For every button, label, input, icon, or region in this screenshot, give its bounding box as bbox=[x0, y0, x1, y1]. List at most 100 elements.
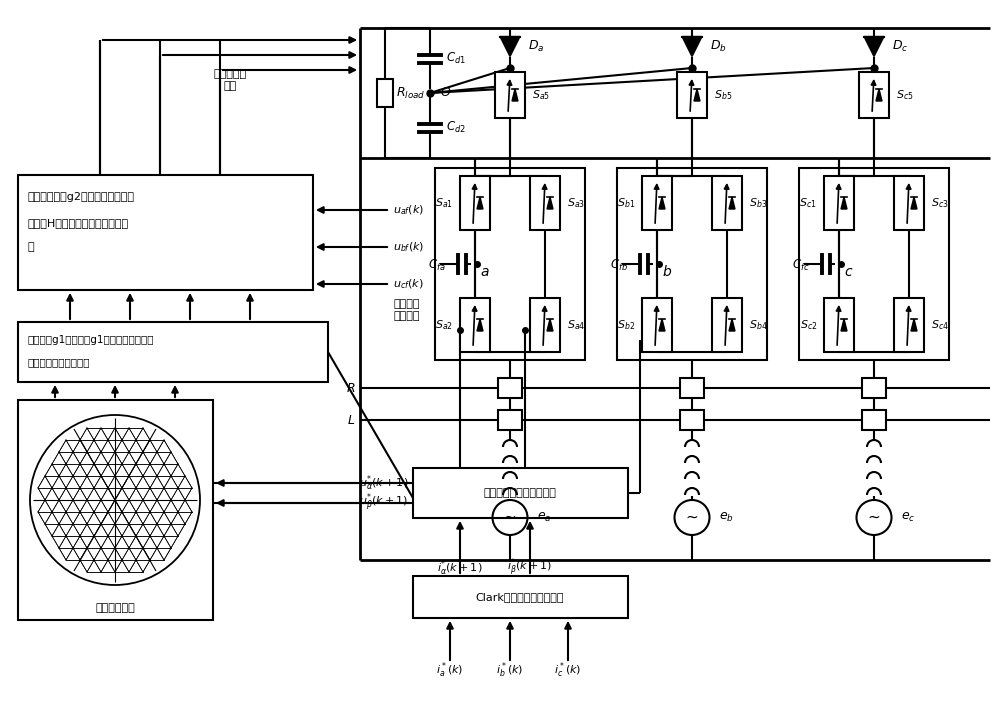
Text: $u_{af}$$(k)$: $u_{af}$$(k)$ bbox=[393, 203, 424, 217]
Polygon shape bbox=[547, 197, 553, 209]
Bar bbox=[680, 378, 704, 398]
Polygon shape bbox=[659, 319, 665, 331]
Text: 具体的开关
状态: 具体的开关 状态 bbox=[213, 69, 247, 91]
Text: $e_c$: $e_c$ bbox=[901, 510, 915, 523]
Bar bbox=[498, 410, 522, 430]
Bar bbox=[642, 176, 672, 230]
Bar bbox=[377, 79, 393, 107]
Text: $S_{c5}$: $S_{c5}$ bbox=[896, 88, 914, 102]
Polygon shape bbox=[682, 37, 702, 57]
Text: $a$: $a$ bbox=[480, 265, 490, 279]
Text: ~: ~ bbox=[868, 510, 880, 525]
Bar bbox=[18, 322, 328, 382]
Polygon shape bbox=[547, 319, 553, 331]
Text: $S_{a3}$: $S_{a3}$ bbox=[567, 196, 585, 210]
Polygon shape bbox=[694, 89, 700, 101]
Bar bbox=[824, 298, 854, 352]
Bar bbox=[712, 298, 742, 352]
Text: $e_a$: $e_a$ bbox=[537, 510, 551, 523]
Text: $c$: $c$ bbox=[844, 265, 854, 279]
Bar bbox=[460, 176, 490, 230]
Polygon shape bbox=[911, 197, 917, 209]
Text: $i_{\alpha}^{*}(k+1)$: $i_{\alpha}^{*}(k+1)$ bbox=[437, 558, 483, 578]
Text: $S_{c1}$: $S_{c1}$ bbox=[799, 196, 817, 210]
Text: $e_b$: $e_b$ bbox=[719, 510, 734, 523]
Text: ~: ~ bbox=[686, 510, 698, 525]
Text: $S_{b5}$: $S_{b5}$ bbox=[714, 88, 732, 102]
Text: $S_{c4}$: $S_{c4}$ bbox=[931, 318, 949, 332]
Text: $u_{cf}$$(k)$: $u_{cf}$$(k)$ bbox=[393, 278, 424, 291]
Text: 实现对H桥单元悬浮电容电压的控: 实现对H桥单元悬浮电容电压的控 bbox=[28, 218, 129, 228]
Text: 三相悬浮
电容电压: 三相悬浮 电容电压 bbox=[393, 299, 420, 321]
Text: 价值函数g1计算求出g1最小的两个电压矢: 价值函数g1计算求出g1最小的两个电压矢 bbox=[28, 335, 154, 345]
Bar bbox=[495, 72, 525, 118]
Text: ~: ~ bbox=[504, 510, 516, 525]
Polygon shape bbox=[477, 197, 483, 209]
Bar bbox=[18, 175, 313, 290]
Bar bbox=[862, 378, 886, 398]
Text: $D_a$: $D_a$ bbox=[528, 39, 544, 54]
Bar bbox=[894, 298, 924, 352]
Text: $u_{bf}$$(k)$: $u_{bf}$$(k)$ bbox=[393, 240, 424, 253]
Text: 空间电压矢量: 空间电压矢量 bbox=[95, 603, 135, 613]
Text: $S_{a1}$: $S_{a1}$ bbox=[435, 196, 453, 210]
Text: 制: 制 bbox=[28, 242, 35, 252]
Polygon shape bbox=[911, 319, 917, 331]
Polygon shape bbox=[500, 37, 520, 57]
Text: 量，实现最优电流跟踪: 量，实现最优电流跟踪 bbox=[28, 357, 90, 367]
Polygon shape bbox=[477, 319, 483, 331]
Text: Clark变换与拉格朗日外推: Clark变换与拉格朗日外推 bbox=[476, 592, 564, 602]
Bar bbox=[530, 176, 560, 230]
Text: $S_{a2}$: $S_{a2}$ bbox=[435, 318, 453, 332]
Bar bbox=[413, 576, 628, 618]
Text: $O$: $O$ bbox=[440, 86, 451, 100]
Text: $b$: $b$ bbox=[662, 265, 672, 280]
Polygon shape bbox=[864, 37, 884, 57]
Bar bbox=[712, 176, 742, 230]
Polygon shape bbox=[841, 197, 847, 209]
Text: $D_c$: $D_c$ bbox=[892, 39, 908, 54]
Bar bbox=[680, 410, 704, 430]
Text: 求出价值函数g2最小的开关状态，: 求出价值函数g2最小的开关状态， bbox=[28, 192, 135, 202]
Text: $u_{\alpha}^{*}(k+1)$: $u_{\alpha}^{*}(k+1)$ bbox=[359, 473, 408, 493]
Text: $u_{\beta}^{*}(k+1)$: $u_{\beta}^{*}(k+1)$ bbox=[359, 492, 408, 514]
Text: $S_{a5}$: $S_{a5}$ bbox=[532, 88, 550, 102]
Bar bbox=[413, 468, 628, 518]
Text: $i_c^*(k)$: $i_c^*(k)$ bbox=[554, 660, 582, 680]
Text: $S_{c3}$: $S_{c3}$ bbox=[931, 196, 949, 210]
Bar bbox=[642, 298, 672, 352]
Text: $S_{a4}$: $S_{a4}$ bbox=[567, 318, 585, 332]
Bar bbox=[894, 176, 924, 230]
Bar bbox=[862, 410, 886, 430]
Bar bbox=[824, 176, 854, 230]
Text: $D_b$: $D_b$ bbox=[710, 39, 727, 54]
Polygon shape bbox=[876, 89, 882, 101]
Text: $i_b^*(k)$: $i_b^*(k)$ bbox=[496, 660, 524, 680]
Bar bbox=[677, 72, 707, 118]
Text: $L$: $L$ bbox=[347, 413, 355, 426]
Polygon shape bbox=[729, 197, 735, 209]
Text: $R$: $R$ bbox=[346, 382, 355, 394]
Polygon shape bbox=[841, 319, 847, 331]
Bar bbox=[435, 168, 585, 360]
Bar bbox=[530, 298, 560, 352]
Text: $S_{b1}$: $S_{b1}$ bbox=[617, 196, 635, 210]
Text: $C_{fa}$: $C_{fa}$ bbox=[428, 258, 446, 273]
Text: $C_{fc}$: $C_{fc}$ bbox=[792, 258, 810, 273]
Polygon shape bbox=[729, 319, 735, 331]
Bar bbox=[617, 168, 767, 360]
Bar bbox=[799, 168, 949, 360]
Text: $R_{load}$: $R_{load}$ bbox=[396, 86, 425, 101]
Text: $C_{fb}$: $C_{fb}$ bbox=[610, 258, 628, 273]
Text: $C_{d1}$: $C_{d1}$ bbox=[446, 51, 466, 66]
Bar bbox=[498, 378, 522, 398]
Text: $S_{b2}$: $S_{b2}$ bbox=[617, 318, 635, 332]
Bar bbox=[859, 72, 889, 118]
Text: $S_{c2}$: $S_{c2}$ bbox=[800, 318, 817, 332]
Text: $i_{\beta}^{*}(k+1)$: $i_{\beta}^{*}(k+1)$ bbox=[507, 557, 553, 579]
Bar bbox=[460, 298, 490, 352]
Text: $C_{d2}$: $C_{d2}$ bbox=[446, 120, 466, 135]
Text: $i_a^*(k)$: $i_a^*(k)$ bbox=[436, 660, 464, 680]
Polygon shape bbox=[512, 89, 518, 101]
Text: $S_{b4}$: $S_{b4}$ bbox=[749, 318, 768, 332]
